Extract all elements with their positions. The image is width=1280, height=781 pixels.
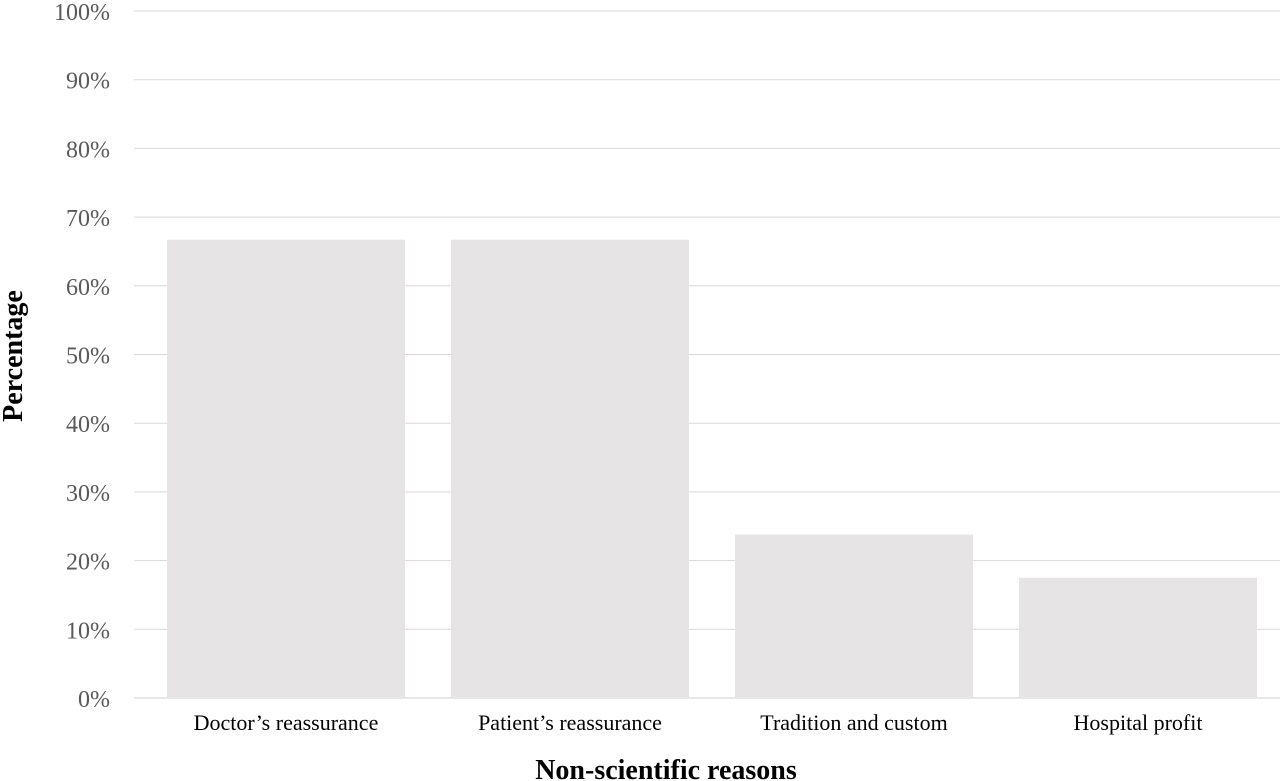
x-category-label: Tradition and custom — [760, 710, 947, 735]
x-category-label: Doctor’s reassurance — [194, 710, 379, 735]
bars — [167, 239, 1257, 698]
y-tick-label: 0% — [78, 687, 110, 713]
y-tick-label: 70% — [66, 206, 110, 232]
bar — [167, 239, 405, 698]
y-tick-label: 40% — [66, 412, 110, 438]
x-category-label: Patient’s reassurance — [478, 710, 662, 735]
y-tick-label: 30% — [66, 481, 110, 507]
y-axis-tick-labels: 0% 10% 20% 30% 40% 50% 60% 70% 80% 90% 100% — [54, 0, 110, 713]
y-axis-title: Percentage — [0, 290, 29, 422]
y-tick-label: 50% — [66, 344, 110, 370]
y-tick-label: 60% — [66, 275, 110, 301]
x-axis-title: Non-scientific reasons — [535, 755, 797, 781]
y-tick-label: 20% — [66, 550, 110, 576]
y-tick-label: 90% — [66, 69, 110, 95]
bar — [735, 534, 973, 698]
bar — [451, 239, 689, 698]
x-axis-category-labels: Doctor’s reassurance Patient’s reassuranc… — [194, 710, 1203, 735]
y-tick-label: 100% — [54, 0, 110, 26]
bar — [1019, 577, 1257, 698]
x-category-label: Hospital profit — [1074, 710, 1203, 735]
y-tick-label: 80% — [66, 137, 110, 163]
y-tick-label: 10% — [66, 618, 110, 644]
